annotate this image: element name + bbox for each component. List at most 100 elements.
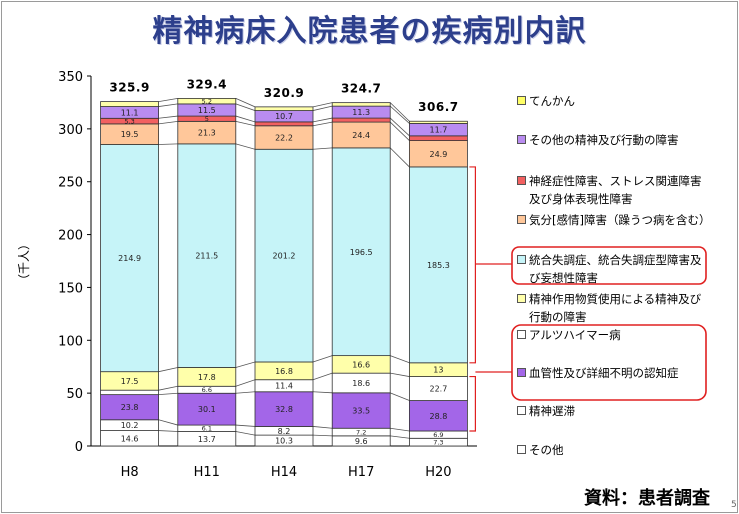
- data-label: 211.5: [195, 252, 218, 261]
- data-label: 24.4: [352, 131, 370, 140]
- connector-line: [312, 372, 333, 381]
- data-label: 201.2: [273, 252, 296, 261]
- legend-label: 統合失調症、統合失調症型障害及び妄想性障害: [529, 253, 702, 285]
- bar-segment: [331, 102, 391, 107]
- legend-swatch: [517, 96, 526, 105]
- total-label: 320.9: [264, 86, 304, 100]
- connector-line: [235, 120, 256, 127]
- y-tick-label: 0: [75, 440, 83, 455]
- data-label: 13: [433, 366, 443, 375]
- legend-swatch: [517, 255, 526, 264]
- x-tick-label: H14: [271, 465, 297, 480]
- connector-line: [158, 143, 178, 145]
- data-label: 6.6: [202, 386, 212, 394]
- connector-line: [389, 105, 410, 124]
- bar-segment: [254, 121, 314, 127]
- data-label: 19.5: [121, 130, 139, 139]
- connector-line: [390, 435, 410, 439]
- bar-segment: [408, 400, 468, 432]
- data-label: 6.1: [202, 425, 212, 433]
- connector-line: [158, 120, 178, 125]
- legend-label: 精神遅滞: [529, 404, 575, 418]
- bar-segment: [100, 389, 159, 396]
- connector-line: [390, 372, 410, 377]
- data-label: 214.9: [118, 254, 141, 263]
- connector-line: [235, 391, 256, 394]
- legend-swatch: [517, 445, 526, 454]
- legend-brackets: [469, 166, 707, 432]
- connector-line: [312, 117, 333, 123]
- y-tick-label: 100: [58, 334, 83, 349]
- legend-label: 神経症性障害、ストレス関連障害及び身体表現性障害: [529, 174, 702, 206]
- bar-segment: [100, 101, 159, 107]
- connector-line: [389, 147, 410, 168]
- data-label: 5.2: [202, 97, 212, 105]
- data-label: 32.8: [275, 405, 293, 414]
- data-label: 5: [205, 115, 209, 123]
- connector-line: [235, 424, 256, 427]
- bracket: [469, 166, 476, 364]
- data-label: 16.6: [352, 360, 370, 369]
- y-tick-label: 250: [58, 176, 83, 191]
- connector-line: [312, 147, 333, 150]
- data-label: 6.9: [433, 431, 443, 439]
- data-label: 11.7: [429, 126, 447, 135]
- data-label: 8.2: [278, 427, 291, 436]
- bar-segment: [177, 392, 237, 426]
- data-label: 17.8: [198, 373, 216, 382]
- x-tick-label: H17: [348, 465, 374, 480]
- data-label: 10.2: [121, 421, 139, 430]
- connector-line: [390, 355, 410, 364]
- legend-swatch: [517, 294, 526, 303]
- connector-line: [312, 426, 333, 429]
- bar-segment: [100, 144, 159, 373]
- connector-line: [235, 143, 256, 150]
- connector-line: [158, 103, 178, 107]
- data-label: 16.8: [275, 367, 293, 376]
- legend-swatch: [517, 368, 526, 377]
- bar-segment: [408, 120, 468, 124]
- bar-segment: [177, 143, 237, 368]
- x-tick-label: H11: [194, 465, 220, 480]
- bar-segment: [408, 166, 468, 364]
- data-label: 24.9: [429, 150, 447, 159]
- total-label: 324.7: [341, 82, 381, 96]
- connector-line: [235, 103, 256, 111]
- bar-segment: [254, 148, 314, 363]
- connector-line: [389, 121, 410, 141]
- connector-line: [158, 115, 178, 119]
- legend-label: 気分[感情]障害（躁うつ病を含む）: [529, 213, 711, 227]
- x-tick-label: H8: [121, 465, 139, 480]
- total-label: 306.7: [418, 100, 458, 114]
- data-label: 14.6: [121, 434, 139, 443]
- data-label: 17.5: [121, 377, 139, 386]
- connector-line: [235, 98, 256, 108]
- y-tick-label: 50: [66, 387, 83, 402]
- connector-line: [312, 391, 333, 394]
- connector-line: [390, 392, 410, 401]
- bar-segment: [100, 394, 159, 421]
- data-label: 196.5: [350, 248, 373, 257]
- chart-bars: 14.6 10.2 23.8 17.5 214.9 19.5 5.311.1 325.9 13.…: [100, 77, 468, 447]
- connector-line: [158, 419, 178, 426]
- connector-line: [389, 102, 410, 122]
- chart-axes: 0 50 100 150 200 250 300 350 H8 H11 H14 H17 H20: [58, 70, 477, 480]
- connector-line: [390, 427, 410, 432]
- connector-line: [235, 379, 256, 387]
- bar-segment: [331, 392, 391, 429]
- connector-line: [312, 121, 333, 127]
- legend-swatch: [517, 215, 526, 224]
- data-label: 5.3: [124, 117, 134, 125]
- connector-line: [158, 392, 178, 396]
- highlight-box-schizophrenia: [511, 246, 707, 285]
- connector-line: [158, 98, 178, 102]
- bar-segment: [331, 121, 391, 149]
- bar-segment: [254, 106, 314, 111]
- data-label: 11.3: [352, 108, 370, 117]
- connector-line: [235, 361, 256, 368]
- page-number: 5: [731, 500, 737, 510]
- legend-label: 血管性及び詳細不明の認知症: [529, 366, 679, 380]
- connector-line: [312, 355, 333, 363]
- data-label: 33.5: [352, 407, 370, 416]
